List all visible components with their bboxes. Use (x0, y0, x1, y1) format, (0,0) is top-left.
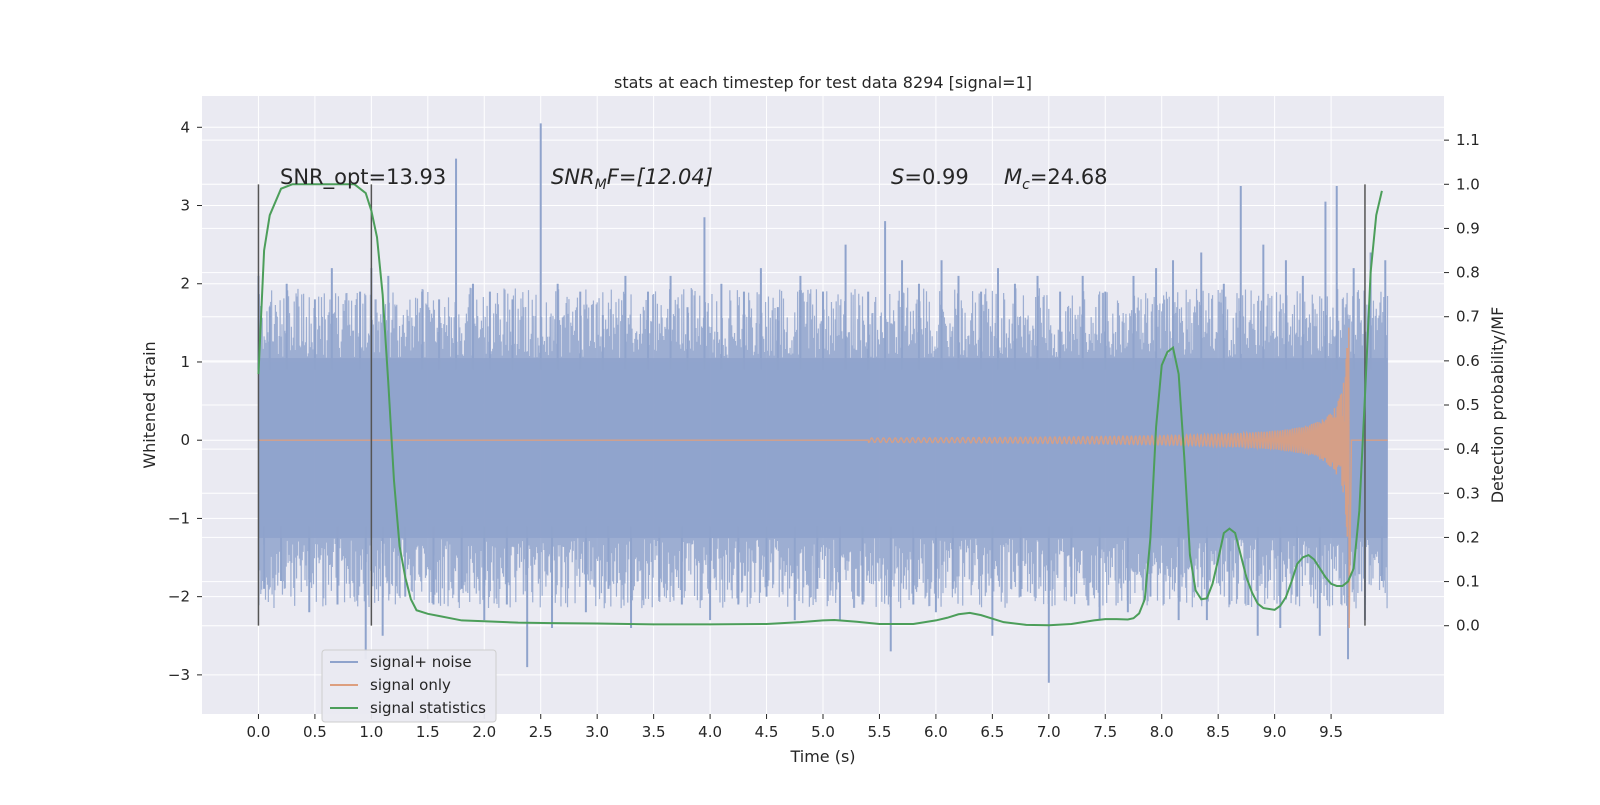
s-variable: S (891, 165, 904, 189)
noise-series (257, 123, 1389, 683)
legend-box (321, 649, 497, 723)
y-axis-label: Whitened strain (140, 341, 159, 468)
x-tick-label: 1.0 (359, 723, 383, 741)
x-tick-label: 0.5 (303, 723, 327, 741)
y-right-axis-label: Detection probability/MF (1488, 307, 1507, 504)
y-right-axis-ticks: 0.0 0.1 0.2 0.3 0.4 0.5 0.6 0.7 0.8 0.9 1.0 1.1 (1444, 131, 1480, 635)
mc-base: M (1004, 165, 1022, 189)
y-tick-label: 4 (180, 118, 190, 136)
signal-only-trace (258, 327, 1388, 628)
snr-mf-subscript: M (595, 177, 607, 193)
x-tick-label: 8.5 (1206, 723, 1230, 741)
x-tick-label: 8.0 (1150, 723, 1174, 741)
y-tick-label: 2 (180, 275, 190, 293)
statistics-trace (257, 183, 1383, 627)
noise-core-band (258, 358, 1388, 538)
x-tick-label: 2.0 (472, 723, 496, 741)
x-tick-label: 5.0 (811, 723, 835, 741)
x-tick-label: 9.0 (1263, 723, 1287, 741)
y-tick-label: 3 (180, 197, 190, 215)
mc-subscript: c (1022, 177, 1030, 193)
signal-statistics-series (257, 183, 1383, 627)
snr-mf-rest: F=[12.04] (607, 165, 713, 189)
snr-mf-base: SNR (551, 165, 595, 189)
signal-only-series (258, 327, 1388, 628)
x-tick-label: 2.5 (529, 723, 553, 741)
y-right-tick-label: 0.7 (1456, 308, 1480, 326)
y-right-tick-label: 0.1 (1456, 573, 1480, 591)
x-tick-label: 9.5 (1319, 723, 1343, 741)
annotation-snr-opt: SNR_opt=13.93 (280, 165, 446, 190)
x-axis-ticks: 0.0 0.5 1.0 1.5 2.0 2.5 3.0 3.5 4.0 4.5 5.0 5.5 6.0 6… (247, 714, 1343, 741)
x-tick-label: 6.5 (980, 723, 1004, 741)
x-tick-label: 3.5 (642, 723, 666, 741)
y-right-tick-label: 0.9 (1456, 219, 1480, 237)
x-axis-label: Time (s) (789, 747, 855, 766)
x-tick-label: 7.0 (1037, 723, 1061, 741)
annotation-s: S=0.99 (891, 165, 969, 189)
x-tick-label: 7.5 (1093, 723, 1117, 741)
x-tick-label: 5.5 (868, 723, 892, 741)
x-tick-label: 3.0 (585, 723, 609, 741)
y-right-tick-label: 1.1 (1456, 131, 1480, 149)
y-right-tick-label: 1.0 (1456, 175, 1480, 193)
y-tick-label: 1 (180, 353, 190, 371)
legend: signal+ noise signal only signal statist… (321, 649, 497, 723)
annotation-snr-mf: SNRMF=[12.04] (551, 165, 713, 193)
y-axis-ticks: −3 −2 −1 0 1 2 3 4 (168, 118, 202, 684)
x-tick-label: 4.0 (698, 723, 722, 741)
chart-title: stats at each timestep for test data 829… (614, 73, 1032, 92)
x-tick-label: 0.0 (247, 723, 271, 741)
legend-label-signal-only: signal only (370, 676, 451, 694)
y-right-tick-label: 0.8 (1456, 264, 1480, 282)
mc-value: =24.68 (1030, 165, 1108, 189)
legend-label-statistics: signal statistics (370, 699, 486, 717)
y-right-tick-label: 0.0 (1456, 617, 1480, 635)
x-tick-label: 1.5 (416, 723, 440, 741)
y-right-tick-label: 0.3 (1456, 484, 1480, 502)
y-right-tick-label: 0.4 (1456, 440, 1480, 458)
x-tick-label: 4.5 (755, 723, 779, 741)
annotation-mc: Mc=24.68 (1004, 165, 1108, 193)
y-right-tick-label: 0.6 (1456, 352, 1480, 370)
y-right-tick-label: 0.5 (1456, 396, 1480, 414)
y-tick-label: −2 (168, 588, 190, 606)
y-tick-label: −3 (168, 666, 190, 684)
s-value: =0.99 (904, 165, 968, 189)
y-tick-label: 0 (180, 431, 190, 449)
y-tick-label: −1 (168, 509, 190, 527)
x-tick-label: 6.0 (924, 723, 948, 741)
legend-label-noise: signal+ noise (370, 653, 472, 671)
y-right-tick-label: 0.2 (1456, 528, 1480, 546)
